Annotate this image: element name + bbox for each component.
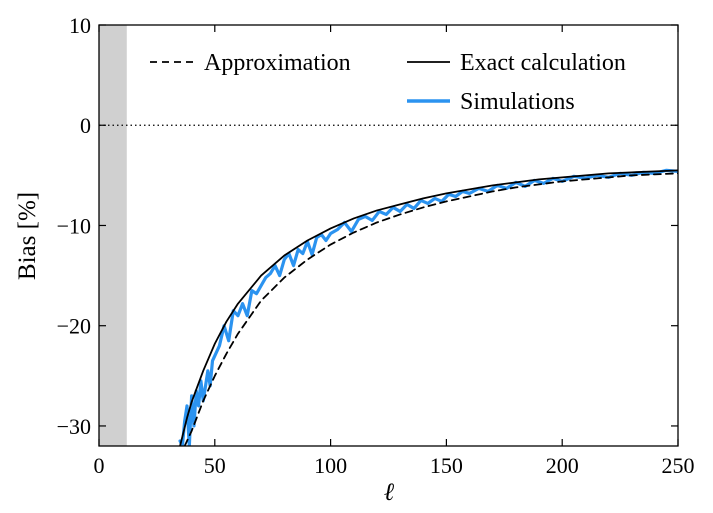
y-tick-label: −20 (57, 314, 91, 339)
y-axis-title: Bias [%] (14, 192, 41, 280)
x-tick-label: 0 (94, 453, 105, 478)
shaded-band (99, 25, 127, 446)
legend-label-approximation: Approximation (204, 50, 351, 76)
legend: Approximation Exact calculation Simulati… (150, 50, 626, 115)
series-simulations (178, 168, 678, 446)
series-exact-calculation (179, 169, 678, 446)
series-group (178, 168, 678, 446)
shaded-band-rect (99, 25, 127, 446)
plot-frame (98, 24, 679, 447)
series-approximation (183, 172, 678, 446)
y-tick-label: −30 (57, 414, 91, 439)
axis-ticks: 0 50 100 150 200 250 −30 −20 −10 0 10 (57, 13, 695, 478)
x-tick-label: 100 (314, 453, 347, 478)
y-tick-label: 0 (80, 113, 91, 138)
y-tick-label: 10 (69, 13, 91, 38)
x-tick-label: 150 (430, 453, 463, 478)
x-tick-label: 200 (546, 453, 579, 478)
x-tick-label: 50 (204, 453, 226, 478)
legend-label-simulations: Simulations (460, 89, 575, 115)
legend-label-exact-calculation: Exact calculation (460, 50, 626, 76)
x-tick-label: 250 (662, 453, 695, 478)
y-tick-label: −10 (57, 213, 91, 238)
x-axis-title: ℓ (384, 479, 395, 506)
